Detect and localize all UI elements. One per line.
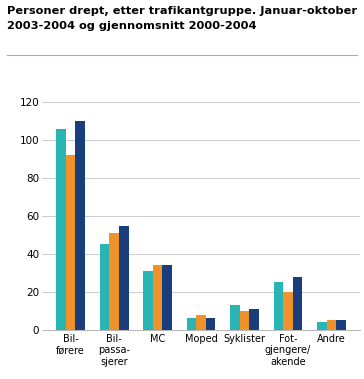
Text: Personer drept, etter trafikantgruppe. Januar-oktober: Personer drept, etter trafikantgruppe. J… [7,6,357,16]
Bar [109,233,119,330]
Bar [283,292,293,330]
Bar [317,322,327,330]
Bar [206,318,215,330]
Bar [56,129,66,330]
Bar [196,315,206,330]
Bar [249,309,259,330]
Bar [153,265,162,330]
Bar [230,305,240,330]
Bar [66,155,75,330]
Text: 2003-2004 og gjennomsnitt 2000-2004: 2003-2004 og gjennomsnitt 2000-2004 [7,21,257,31]
Bar [327,320,336,330]
Bar [75,121,85,330]
Bar [187,318,196,330]
Bar [119,226,128,330]
Bar [240,311,249,330]
Bar [100,244,109,330]
Bar [336,320,346,330]
Bar [274,282,283,330]
Bar [293,277,302,330]
Bar [162,265,172,330]
Bar [143,271,153,330]
